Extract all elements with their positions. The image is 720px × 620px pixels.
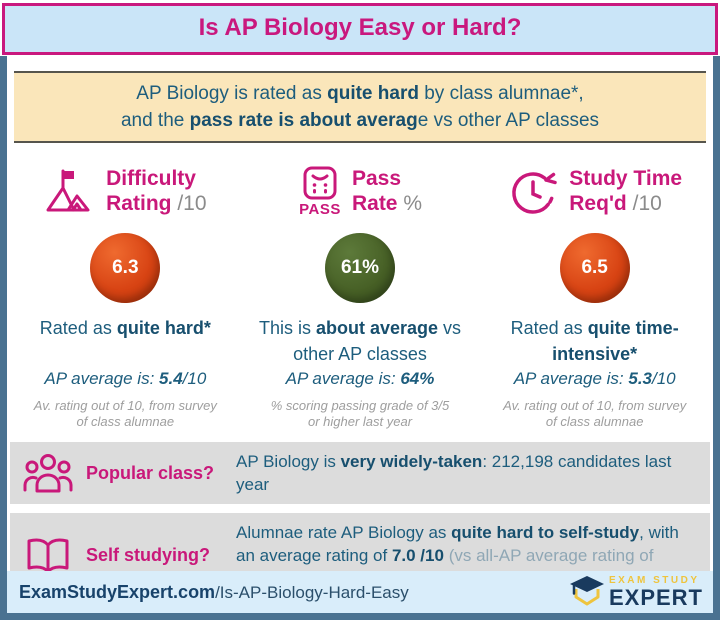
pass-rate-label: Pass Rate %: [351, 167, 423, 215]
open-book-icon: [22, 536, 74, 576]
people-group-icon: [22, 453, 74, 493]
clock-arrow-icon: [507, 165, 559, 217]
difficulty-score-badge: 6.3: [90, 233, 161, 303]
study-time-caption: Av. rating out of 10, from survey of cla…: [503, 398, 687, 429]
pass-rate-header: PASS Pass Rate %: [247, 155, 474, 227]
study-time-average: AP average is: 5.3/10: [513, 369, 676, 388]
difficulty-average: AP average is: 5.4/10: [44, 369, 207, 388]
self-study-question: Self studying?: [86, 545, 211, 565]
footer: ExamStudyExpert.com/Is-AP-Biology-Hard-E…: [7, 571, 713, 613]
pass-rate-average: AP average is: 64%: [285, 369, 435, 388]
self-study-row: Self studying? Alumnae rate AP Biology a…: [10, 513, 710, 598]
difficulty-caption: Av. rating out of 10, from survey of cla…: [33, 398, 217, 429]
popular-class-text: AP Biology is very widely-taken: 212,198…: [236, 452, 672, 494]
mountain-flag-icon: [44, 165, 96, 217]
pass-rate-statement: This is about average vs other AP classe…: [258, 318, 462, 364]
column-difficulty: Difficulty Rating /10 6.3 Rated as quite…: [8, 155, 243, 430]
title-bar: Is AP Biology Easy or Hard?: [2, 3, 718, 55]
summary-line-2: and the pass rate is about average vs ot…: [120, 110, 600, 131]
summary-banner: AP Biology is rated as quite hard by cla…: [14, 71, 706, 143]
brand-logo: EXAM STUDY EXPERT: [569, 574, 703, 611]
pass-rate-caption: % scoring passing grade of 3/5 or higher…: [270, 398, 450, 429]
study-time-statement: Rated as quite time-intensive*: [510, 318, 679, 364]
site-link[interactable]: ExamStudyExpert.com/Is-AP-Biology-Hard-E…: [19, 581, 409, 602]
stats-columns: Difficulty Rating /10 6.3 Rated as quite…: [8, 155, 712, 430]
column-pass-rate: PASS Pass Rate % 61% This is about avera…: [243, 155, 478, 430]
summary-line-1: AP Biology is rated as quite hard by cla…: [136, 83, 584, 104]
pass-stamp-icon: PASS: [298, 165, 342, 217]
column-study-time: Study Time Req'd /10 6.5 Rated as quite …: [477, 155, 712, 430]
study-time-header: Study Time Req'd /10: [481, 155, 708, 227]
difficulty-statement: Rated as quite hard*: [39, 318, 211, 338]
page-title: Is AP Biology Easy or Hard?: [198, 14, 522, 41]
pass-rate-score-badge: 61%: [325, 233, 395, 303]
popular-class-question: Popular class?: [86, 462, 215, 483]
study-time-label: Study Time Req'd /10: [569, 167, 683, 215]
difficulty-header: Difficulty Rating /10: [12, 155, 239, 227]
brand-logo-text: EXAM STUDY EXPERT: [608, 574, 703, 610]
pass-stamp-text: PASS: [299, 201, 341, 218]
graduation-cap-icon: [569, 574, 605, 611]
difficulty-label: Difficulty Rating /10: [106, 167, 207, 215]
study-time-score-badge: 6.5: [559, 233, 630, 303]
self-study-text: Alumnae rate AP Biology as quite hard to…: [236, 523, 679, 588]
popular-class-row: Popular class? AP Biology is very widely…: [10, 442, 710, 504]
